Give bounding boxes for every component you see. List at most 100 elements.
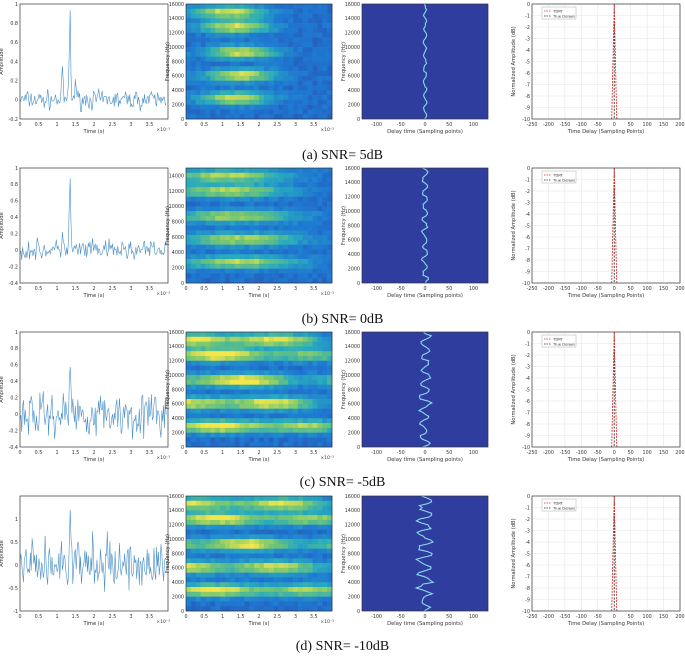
heatmap-cell — [215, 427, 221, 433]
heatmap-cell — [249, 75, 255, 81]
heatmap-cell — [210, 515, 216, 521]
heatmap-cell — [317, 71, 323, 77]
heatmap-cell — [195, 196, 201, 202]
heatmap-cell — [239, 427, 245, 433]
heatmap-cell — [263, 23, 270, 29]
y-tick-label: -1 — [525, 177, 530, 183]
heatmap-cell — [234, 27, 240, 34]
heatmap-cell — [288, 529, 294, 535]
x-tick-label: 0 — [613, 122, 616, 128]
heatmap-cell — [273, 90, 279, 96]
heatmap-cell — [302, 4, 308, 10]
heatmap-cell — [205, 553, 211, 559]
heatmap-cell — [317, 510, 323, 516]
heatmap-cell — [249, 273, 255, 279]
heatmap-cell — [200, 577, 206, 583]
heatmap-cell — [244, 591, 250, 597]
heatmap-cell — [293, 375, 299, 381]
heatmap-cell — [307, 442, 313, 448]
heatmap-cell — [249, 558, 255, 564]
heatmap-cell — [327, 437, 333, 443]
heatmap-cell — [278, 437, 284, 443]
heatmap-cell — [239, 220, 245, 226]
x-tick-label: 0 — [18, 286, 21, 292]
heatmap-cell — [273, 572, 279, 578]
heatmap-cell — [263, 351, 270, 357]
x-tick-label: 3 — [129, 450, 132, 456]
heatmap-cell — [220, 51, 226, 58]
heatmap-cell — [249, 56, 255, 62]
heatmap-cell — [297, 379, 304, 386]
heatmap-cell — [293, 99, 299, 105]
x-tick-label: 200 — [675, 450, 684, 456]
heatmap-cell — [297, 114, 304, 120]
y-tick-label: 2000 — [172, 102, 184, 108]
heatmap-cell — [195, 230, 201, 236]
heatmap-cell — [224, 384, 231, 390]
heatmap-cell — [200, 524, 206, 530]
y-tick-label: 0 — [181, 117, 184, 123]
heatmap-cell — [293, 563, 299, 569]
heatmap-cell — [234, 187, 240, 193]
heatmap-cell — [190, 168, 197, 174]
heatmap-cell — [273, 172, 279, 178]
heatmap-cell — [297, 254, 304, 260]
heatmap-cell — [215, 510, 221, 516]
heatmap-cell — [327, 496, 333, 502]
x-tick-label: 2 — [257, 286, 260, 292]
heatmap-cell — [317, 427, 323, 433]
heatmap-cell — [210, 442, 216, 448]
heatmap-cell — [302, 244, 308, 250]
heatmap-cell — [322, 553, 328, 559]
heatmap-cell — [317, 51, 323, 58]
heatmap-cell — [259, 365, 265, 371]
y-tick-label: 4000 — [348, 580, 360, 586]
heatmap-cell — [210, 572, 216, 578]
heatmap-cell — [293, 437, 299, 443]
heatmap-cell — [244, 567, 250, 573]
heatmap-cell — [259, 32, 265, 38]
heatmap-cell — [302, 360, 308, 366]
heatmap-cell — [220, 587, 226, 593]
x-tick-label: 1.5 — [72, 286, 80, 292]
heatmap-cell — [234, 61, 240, 67]
heatmap-cell — [195, 346, 201, 352]
heatmap-cell — [302, 47, 308, 53]
heatmap-cell — [205, 403, 211, 409]
heatmap-cell — [302, 437, 308, 443]
heatmap-cell — [186, 418, 192, 424]
heatmap-cell — [278, 172, 284, 178]
heatmap-cell — [278, 423, 284, 429]
heatmap-cell — [190, 341, 197, 347]
heatmap-cell — [327, 336, 333, 342]
heatmap-cell — [200, 360, 206, 366]
heatmap-cell — [307, 529, 313, 535]
heatmap-cell — [322, 182, 328, 188]
heatmap-cell — [317, 182, 323, 188]
heatmap-cell — [317, 196, 323, 202]
heatmap-cell — [195, 548, 201, 554]
heatmap-cell — [244, 558, 250, 564]
heatmap-cell — [283, 596, 289, 602]
heatmap-cell — [273, 80, 279, 86]
heatmap-cell — [273, 114, 279, 120]
heatmap-cell — [288, 539, 294, 545]
heatmap-cell — [283, 80, 289, 86]
heatmap-cell — [229, 90, 235, 96]
heatmap-cell — [215, 220, 221, 226]
heatmap-cell — [220, 370, 226, 376]
x-tick-label: -50 — [397, 286, 405, 292]
heatmap-cell — [322, 341, 328, 347]
heatmap-cell — [312, 596, 318, 602]
heatmap-cell — [263, 379, 270, 386]
y-tick-label: -8 — [525, 258, 530, 264]
heatmap-cell — [239, 591, 245, 597]
heatmap-cell — [224, 515, 231, 521]
heatmap-cell — [259, 71, 265, 77]
heatmap-cell — [263, 563, 270, 569]
heatmap-cell — [288, 66, 294, 72]
heatmap-cell — [200, 220, 206, 226]
y-tick-label: 0 — [181, 445, 184, 451]
heatmap-cell — [224, 418, 231, 424]
heatmap-cell — [259, 360, 265, 366]
